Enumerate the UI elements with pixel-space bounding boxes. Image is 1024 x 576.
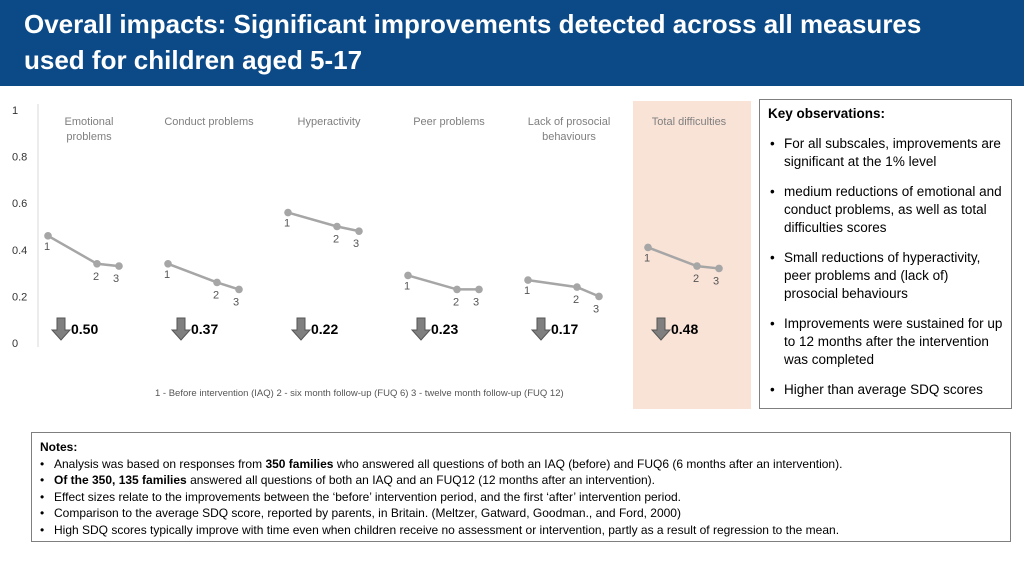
- note-emphasis: 350 families: [265, 456, 334, 471]
- key-observation-item: For all subscales, improvements are sign…: [768, 135, 1003, 171]
- note-text: Analysis was based on responses from: [54, 456, 266, 471]
- note-item: Comparison to the average SDQ score, rep…: [40, 505, 1002, 522]
- data-point: [475, 285, 483, 294]
- key-observations-title: Key observations:: [768, 106, 886, 121]
- point-label: 2: [573, 294, 579, 306]
- series-line: [407, 274, 479, 291]
- point-label: 2: [693, 273, 699, 285]
- data-point: [213, 278, 221, 287]
- note-item: High SDQ scores typically improve with t…: [40, 522, 1002, 539]
- note-text: High SDQ scores typically improve with t…: [54, 522, 840, 537]
- data-point: [235, 285, 243, 294]
- point-label: 3: [713, 275, 719, 287]
- y-tick-label: 0: [12, 338, 18, 350]
- point-label: 3: [113, 273, 119, 285]
- key-observation-item: medium reductions of emotional and condu…: [768, 183, 1003, 237]
- panel-title: Hyperactivity: [298, 116, 361, 128]
- data-point: [333, 222, 341, 231]
- panel-title: Emotional problems: [65, 116, 114, 143]
- sdq-line-chart: 0 0.2 0.4 0.6 0.8 1 Emotional problems 1 2 3 0.50 Co…: [12, 101, 751, 409]
- point-label: 2: [93, 271, 99, 283]
- note-text: Comparison to the average SDQ score, rep…: [54, 506, 681, 520]
- data-point: [453, 285, 461, 294]
- down-arrow-icon: [530, 317, 552, 341]
- key-observation-item: Higher than average SDQ scores: [768, 381, 1003, 399]
- notes-title: Notes:: [40, 440, 78, 454]
- down-arrow-icon: [170, 317, 192, 341]
- series-line: [287, 211, 360, 233]
- note-item: Effect sizes relate to the improvements …: [40, 489, 1002, 506]
- note-item: Analysis was based on responses from 350…: [40, 456, 1002, 473]
- panel-title: Lack of prosocial behaviours: [528, 116, 611, 143]
- point-label: 3: [593, 303, 599, 315]
- note-item: Of the 350, 135 families answered all qu…: [40, 472, 1002, 489]
- data-point: [693, 262, 701, 270]
- sdq-chart: 0 0.2 0.4 0.6 0.8 1 Emotional problems 1 2 3 0.50 Co…: [0, 92, 760, 412]
- point-label: 3: [233, 296, 239, 308]
- point-label: 2: [213, 289, 219, 301]
- y-tick-label: 1: [12, 105, 18, 117]
- series-line: [167, 262, 240, 291]
- down-arrow-icon: [650, 317, 672, 341]
- series-line: [47, 234, 120, 268]
- point-label: 1: [404, 280, 410, 292]
- key-observation-item: Improvements were sustained for up to 12…: [768, 315, 1003, 369]
- data-point: [93, 259, 101, 268]
- key-observation-item: Small reductions of hyperactivity, peer …: [768, 249, 1003, 303]
- effect-size-label: 0.48: [671, 321, 698, 337]
- point-label: 2: [453, 296, 459, 308]
- point-label: 3: [353, 238, 359, 250]
- effect-size-label: 0.22: [311, 321, 338, 337]
- note-text: Effect sizes relate to the improvements …: [54, 489, 682, 504]
- data-point: [404, 271, 412, 280]
- down-arrow-icon: [410, 317, 432, 341]
- highlight-band: [633, 101, 751, 409]
- data-point: [715, 264, 723, 273]
- series-line: [527, 278, 600, 298]
- point-label: 2: [333, 234, 339, 246]
- y-tick-label: 0.8: [12, 152, 27, 164]
- panel-title: Total difficulties: [652, 116, 727, 128]
- point-label: 1: [164, 269, 170, 281]
- effect-size-label: 0.23: [431, 321, 458, 337]
- y-tick-label: 0.6: [12, 198, 27, 210]
- title-banner: Overall impacts: Significant improvement…: [0, 0, 1024, 86]
- point-label: 3: [473, 296, 479, 308]
- panel-title: Conduct problems: [164, 116, 254, 128]
- data-point: [164, 259, 172, 268]
- data-point: [115, 262, 123, 270]
- point-label: 1: [284, 218, 290, 230]
- notes-panel: Notes: Analysis was based on responses f…: [31, 432, 1011, 542]
- point-label: 1: [44, 241, 50, 253]
- y-tick-label: 0.2: [12, 291, 27, 303]
- data-point: [355, 227, 363, 235]
- data-point: [524, 276, 532, 284]
- effect-size-label: 0.37: [191, 321, 218, 337]
- down-arrow-icon: [290, 317, 312, 341]
- data-point: [595, 292, 603, 301]
- y-tick-label: 0.4: [12, 245, 27, 257]
- panel-title: Peer problems: [413, 116, 485, 128]
- data-point: [284, 208, 292, 217]
- data-point: [644, 243, 652, 252]
- note-text: answered all questions of both an IAQ an…: [186, 473, 656, 487]
- point-label: 1: [644, 252, 650, 264]
- key-observations-panel: Key observations: For all subscales, imp…: [759, 99, 1012, 409]
- point-label: 1: [524, 285, 530, 297]
- effect-size-label: 0.17: [551, 321, 578, 337]
- down-arrow-icon: [50, 317, 72, 341]
- effect-size-label: 0.50: [71, 321, 98, 337]
- page-title: Overall impacts: Significant improvement…: [24, 9, 922, 75]
- data-point: [573, 283, 581, 291]
- chart-legend: 1 - Before intervention (IAQ) 2 - six mo…: [155, 388, 564, 399]
- note-emphasis: Of the 350, 135 families: [54, 473, 187, 487]
- key-observations-list: For all subscales, improvements are sign…: [768, 135, 1003, 399]
- note-text: who answered all questions of both an IA…: [333, 456, 843, 471]
- notes-list: Analysis was based on responses from 350…: [40, 456, 1002, 539]
- data-point: [44, 232, 52, 240]
